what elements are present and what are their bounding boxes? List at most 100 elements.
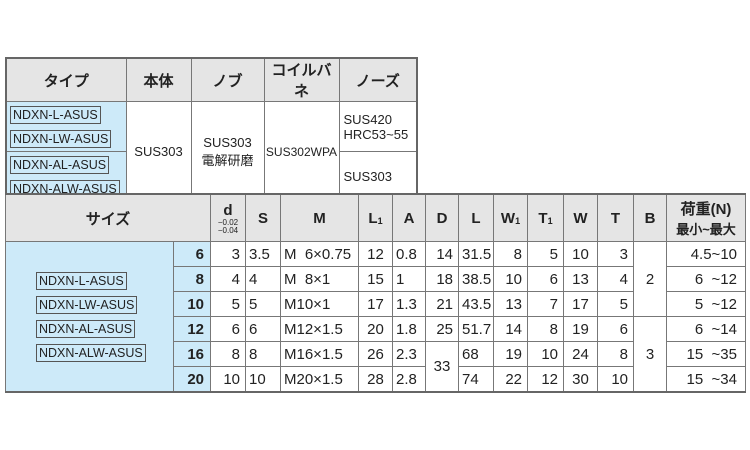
nose-material-a: SUS420 HRC53~55 (338, 101, 418, 152)
cell-m: M10×1 (280, 291, 359, 317)
cell-w: 24 (563, 341, 598, 367)
cell-t1: 12 (527, 366, 564, 393)
cell-t1: 10 (527, 341, 564, 367)
header-load: 荷重(N) 最小~最大 (666, 193, 746, 242)
type-label: NDXN-LW-ASUS (36, 295, 138, 314)
cell-w: 19 (563, 316, 598, 342)
nose-hardness: HRC53~55 (343, 126, 409, 142)
cell-l: 43.5 (458, 291, 494, 317)
cell-t: 8 (597, 341, 634, 367)
cell-m: M 8×1 (280, 266, 359, 292)
type-label: NDXN-AL-ASUS (36, 319, 136, 338)
cell-load: 6 ~12 (666, 266, 746, 292)
cell-w1: 13 (493, 291, 528, 317)
cell-a: 1 (392, 266, 426, 292)
table-row: NDXN-L-ASUS NDXN-LW-ASUS NDXN-AL-ASUS NDXN-… (5, 241, 746, 393)
cell-a: 0.8 (392, 241, 426, 267)
table-row: 20 10 10 M20×1.5 28 2.8 74 22 12 30 10 15 ~34 (6, 366, 746, 393)
header-t: T (597, 193, 634, 242)
cell-l1: 15 (358, 266, 393, 292)
cell-w: 13 (563, 266, 598, 292)
cell-s: 5 (245, 291, 281, 317)
cell-t1: 5 (527, 241, 564, 267)
cell-w: 17 (563, 291, 598, 317)
cell-s: 10 (245, 366, 281, 393)
header-l1-label: L (368, 209, 378, 227)
cell-m: M20×1.5 (280, 366, 359, 393)
header-d-label: d (223, 201, 233, 219)
header-m: M (280, 193, 359, 242)
material-table: タイプ 本体 ノブ コイルバネ ノーズ NDXN-L-ASUS NDXN-LW-… (5, 57, 418, 203)
header-w: W (563, 193, 598, 242)
cell-t1: 6 (527, 266, 564, 292)
cell-d: 18 (425, 266, 459, 292)
nose-material: SUS420 (343, 111, 392, 127)
cell-b: 3 (633, 316, 667, 393)
cell-l: 74 (458, 366, 494, 393)
cell-d: 4 (210, 266, 246, 292)
header-d: d −0.02 −0.04 (210, 193, 246, 242)
cell-s: 3.5 (245, 241, 281, 267)
knob-material: SUS303 電解研磨 (190, 101, 265, 203)
cell-d: 33 (425, 341, 459, 393)
header-d-upper: D (425, 193, 459, 242)
cell-l1: 28 (358, 366, 393, 393)
header-spring: コイルバネ (263, 57, 340, 102)
header-l1-sub: 1 (377, 215, 383, 226)
cell-a: 1.3 (392, 291, 426, 317)
cell-d: 5 (210, 291, 246, 317)
cell-a: 2.8 (392, 366, 426, 393)
type-group-1: NDXN-L-ASUS NDXN-LW-ASUS (5, 101, 127, 152)
cell-w1: 14 (493, 316, 528, 342)
cell-t: 5 (597, 291, 634, 317)
cell-l: 38.5 (458, 266, 494, 292)
cell-s: 6 (245, 316, 281, 342)
cell-s: 8 (245, 341, 281, 367)
table-row: 16 8 8 M16×1.5 26 2.3 33 68 19 10 24 8 15 ~35 (6, 341, 746, 393)
cell-b: 2 (633, 241, 667, 317)
cell-t: 6 (597, 316, 634, 342)
spring-material: SUS302WPA (263, 101, 340, 203)
header-a: A (392, 193, 426, 242)
size-value: 12 (173, 316, 211, 342)
cell-load: 15 ~34 (666, 366, 746, 393)
cell-t1: 7 (527, 291, 564, 317)
cell-m: M12×1.5 (280, 316, 359, 342)
size-value: 10 (173, 291, 211, 317)
header-w1-sub: 1 (515, 215, 521, 226)
size-value: 8 (173, 266, 211, 292)
header-w1-label: W (500, 209, 516, 227)
body-material: SUS303 (125, 101, 192, 203)
header-type: タイプ (5, 57, 127, 102)
header-w1: W1 (493, 193, 528, 242)
header-t1: T1 (527, 193, 564, 242)
cell-d: 14 (425, 241, 459, 267)
header-l: L (458, 193, 494, 242)
cell-t: 3 (597, 241, 634, 267)
cell-l: 31.5 (458, 241, 494, 267)
type-list: NDXN-L-ASUS NDXN-LW-ASUS NDXN-AL-ASUS NDXN-… (5, 241, 174, 393)
type-label: NDXN-ALW-ASUS (36, 343, 146, 362)
cell-m: M16×1.5 (280, 341, 359, 367)
header-body: 本体 (125, 57, 192, 102)
cell-d: 6 (210, 316, 246, 342)
cell-d: 25 (425, 316, 459, 342)
cell-load: 5 ~12 (666, 291, 746, 317)
size-value: 16 (173, 341, 211, 367)
cell-w1: 8 (493, 241, 528, 267)
header-size: サイズ (5, 193, 211, 242)
header-nose: ノーズ (338, 57, 418, 102)
cell-l1: 12 (358, 241, 393, 267)
cell-load: 6 ~14 (666, 316, 746, 342)
type-label: NDXN-L-ASUS (36, 271, 127, 290)
cell-l1: 20 (358, 316, 393, 342)
cell-d: 21 (425, 291, 459, 317)
cell-load: 15 ~35 (666, 341, 746, 367)
header-load-title: 荷重(N) (680, 201, 732, 218)
cell-a: 2.3 (392, 341, 426, 367)
d-tolerance-upper: −0.02 (217, 217, 239, 227)
size-table: サイズ d −0.02 −0.04 S M L1 A D L W1 T1 W T B… (5, 193, 746, 393)
type-label: NDXN-AL-ASUS (10, 155, 110, 174)
cell-s: 4 (245, 266, 281, 292)
size-value: 6 (173, 241, 211, 267)
